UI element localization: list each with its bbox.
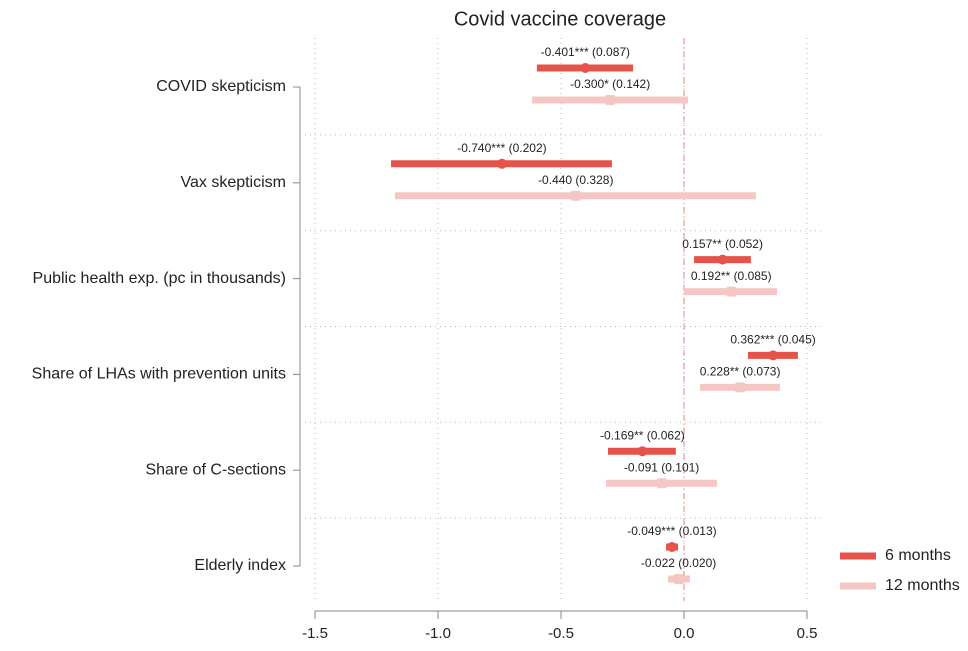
point-estimate	[496, 158, 507, 169]
point-estimate	[605, 95, 616, 105]
point-estimate	[768, 350, 779, 361]
point-estimate	[580, 63, 591, 73]
y-tick-label: Share of LHAs with prevention units	[32, 366, 286, 383]
x-tick-label: -1.5	[302, 625, 328, 642]
y-tick-label: COVID skepticism	[156, 78, 286, 95]
value-label: -0.401*** (0.087)	[541, 45, 630, 59]
point-estimate	[735, 382, 746, 393]
value-label: 0.192** (0.085)	[691, 269, 772, 283]
x-tick-label: -1.0	[425, 625, 451, 642]
chart-title: Covid vaccine coverage	[454, 8, 666, 30]
point-estimate	[717, 254, 728, 265]
legend-label: 6 months	[885, 547, 951, 564]
value-label: -0.740*** (0.202)	[457, 141, 546, 155]
value-label: -0.300* (0.142)	[570, 77, 650, 91]
point-estimate	[666, 542, 677, 552]
value-label: -0.022 (0.020)	[641, 556, 716, 570]
value-label: -0.049*** (0.013)	[627, 524, 716, 538]
x-tick-label: 0.5	[797, 625, 818, 642]
value-label: -0.169** (0.062)	[600, 428, 685, 442]
x-tick-label: 0.0	[674, 625, 695, 642]
value-label: 0.228** (0.073)	[700, 365, 781, 379]
y-tick-label: Vax skepticism	[180, 174, 286, 191]
point-estimate	[673, 574, 684, 584]
point-estimate	[726, 286, 737, 297]
value-label: -0.440 (0.328)	[538, 173, 613, 187]
y-tick-label: Elderly index	[194, 557, 286, 574]
value-label: -0.091 (0.101)	[624, 460, 699, 474]
y-tick-label: Public health exp. (pc in thousands)	[33, 270, 286, 287]
point-estimate	[656, 478, 667, 489]
x-tick-label: -0.5	[548, 625, 574, 642]
value-label: 0.157** (0.052)	[682, 237, 763, 251]
point-estimate	[637, 446, 648, 457]
legend-label: 12 months	[885, 577, 960, 594]
point-estimate	[570, 190, 581, 201]
y-tick-label: Share of C-sections	[145, 461, 286, 478]
value-label: 0.362*** (0.045)	[730, 333, 815, 347]
